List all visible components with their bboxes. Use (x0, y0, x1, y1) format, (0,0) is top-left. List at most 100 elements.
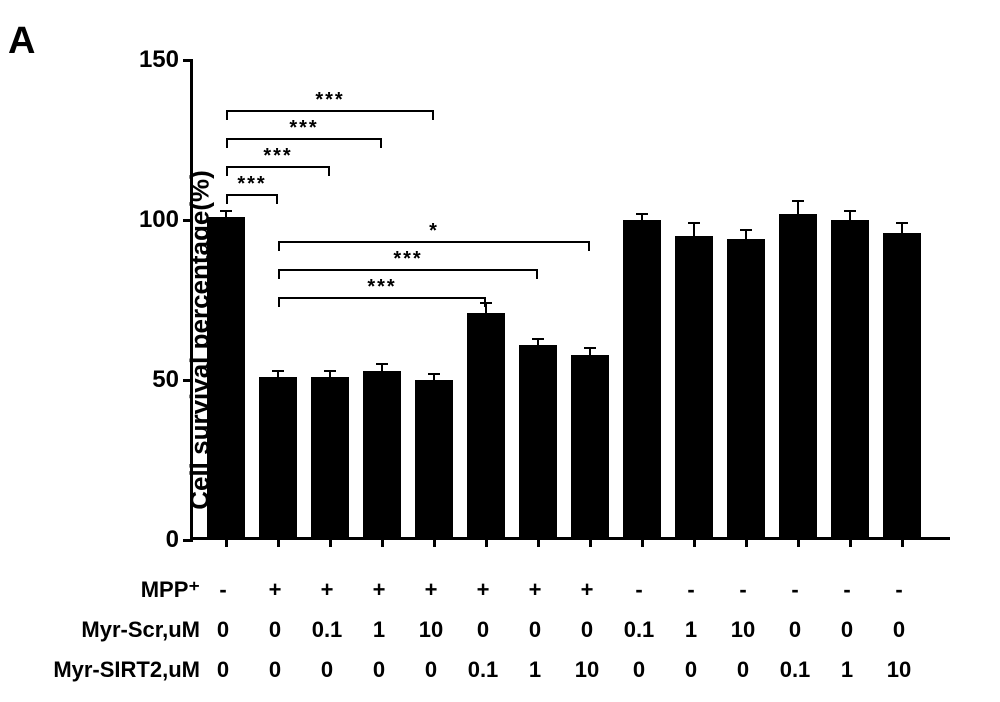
condition-label: Myr-Scr,uM (81, 617, 200, 643)
error-cap (792, 200, 804, 202)
bar (779, 214, 817, 537)
x-tick (537, 537, 540, 547)
condition-cell: 0 (789, 617, 801, 643)
significance-bracket (278, 241, 590, 251)
x-tick (693, 537, 696, 547)
condition-row: Myr-Scr,uM000.11100000.1110000 (130, 610, 970, 650)
error-cap (480, 302, 492, 304)
condition-cell: 0 (737, 657, 749, 683)
condition-cell: 10 (575, 657, 599, 683)
error-cap (376, 363, 388, 365)
error-cap (532, 338, 544, 340)
error-cap (584, 347, 596, 349)
bar (259, 377, 297, 537)
condition-cell: + (321, 577, 334, 603)
condition-table: MPP⁺-+++++++------Myr-Scr,uM000.11100000… (130, 570, 970, 690)
bar (571, 355, 609, 537)
error-bar (745, 230, 747, 240)
bar (675, 236, 713, 537)
y-tick-label: 100 (139, 206, 193, 234)
error-bar (485, 303, 487, 313)
error-cap (272, 370, 284, 372)
condition-cell: + (581, 577, 594, 603)
significance-label: *** (315, 89, 344, 112)
significance-label: *** (289, 117, 318, 140)
x-tick (381, 537, 384, 547)
significance-bracket (226, 110, 434, 120)
error-bar (901, 223, 903, 233)
bar (883, 233, 921, 537)
condition-cell: 0 (373, 657, 385, 683)
condition-cell: 0.1 (312, 617, 343, 643)
condition-cell: 0 (841, 617, 853, 643)
panel-letter: A (8, 20, 35, 63)
figure-panel: A Cell survival percentage(%) **********… (0, 0, 1000, 702)
error-cap (636, 213, 648, 215)
condition-cell: 1 (685, 617, 697, 643)
condition-cell: 0 (477, 617, 489, 643)
bar (727, 239, 765, 537)
significance-bracket (226, 166, 330, 176)
condition-cell: 0 (633, 657, 645, 683)
significance-bracket (226, 194, 278, 204)
plot-region: ******************* 050100150 (190, 60, 950, 540)
condition-cell: - (791, 577, 798, 603)
x-tick (849, 537, 852, 547)
condition-cell: + (477, 577, 490, 603)
condition-cell: - (739, 577, 746, 603)
error-bar (849, 211, 851, 221)
condition-label: MPP⁺ (141, 577, 200, 603)
condition-cell: 0 (269, 657, 281, 683)
condition-cell: 10 (887, 657, 911, 683)
error-cap (324, 370, 336, 372)
x-tick (329, 537, 332, 547)
error-cap (428, 373, 440, 375)
bar (831, 220, 869, 537)
condition-cell: + (269, 577, 282, 603)
condition-cell: 0 (217, 617, 229, 643)
significance-bracket (278, 297, 486, 307)
condition-row: Myr-SIRT2,uM000000.11100000.1110 (130, 650, 970, 690)
bar (415, 380, 453, 537)
condition-cell: 1 (841, 657, 853, 683)
bar (363, 371, 401, 537)
significance-bracket (278, 269, 538, 279)
condition-cell: + (373, 577, 386, 603)
condition-cell: - (635, 577, 642, 603)
x-tick (745, 537, 748, 547)
condition-cell: 0 (425, 657, 437, 683)
significance-label: *** (263, 145, 292, 168)
x-tick (485, 537, 488, 547)
bar (519, 345, 557, 537)
significance-label: * (429, 220, 439, 243)
condition-cell: 0 (893, 617, 905, 643)
error-cap (220, 210, 232, 212)
bar (311, 377, 349, 537)
condition-cell: 1 (529, 657, 541, 683)
condition-cell: - (687, 577, 694, 603)
x-tick (277, 537, 280, 547)
condition-cell: 1 (373, 617, 385, 643)
condition-label: Myr-SIRT2,uM (53, 657, 200, 683)
condition-cell: - (219, 577, 226, 603)
y-tick-label: 150 (139, 46, 193, 74)
condition-cell: 10 (731, 617, 755, 643)
error-cap (896, 222, 908, 224)
significance-bracket (226, 138, 382, 148)
bar (207, 217, 245, 537)
condition-cell: 0 (685, 657, 697, 683)
error-cap (844, 210, 856, 212)
y-tick-label: 50 (152, 366, 193, 394)
condition-cell: 0 (321, 657, 333, 683)
condition-cell: - (843, 577, 850, 603)
significance-label: *** (237, 173, 266, 196)
error-bar (693, 223, 695, 236)
condition-cell: 0 (581, 617, 593, 643)
bar-chart: Cell survival percentage(%) ************… (130, 40, 970, 560)
x-tick (589, 537, 592, 547)
condition-cell: 0.1 (624, 617, 655, 643)
error-cap (740, 229, 752, 231)
condition-cell: 0 (529, 617, 541, 643)
condition-cell: - (895, 577, 902, 603)
condition-cell: 0 (269, 617, 281, 643)
